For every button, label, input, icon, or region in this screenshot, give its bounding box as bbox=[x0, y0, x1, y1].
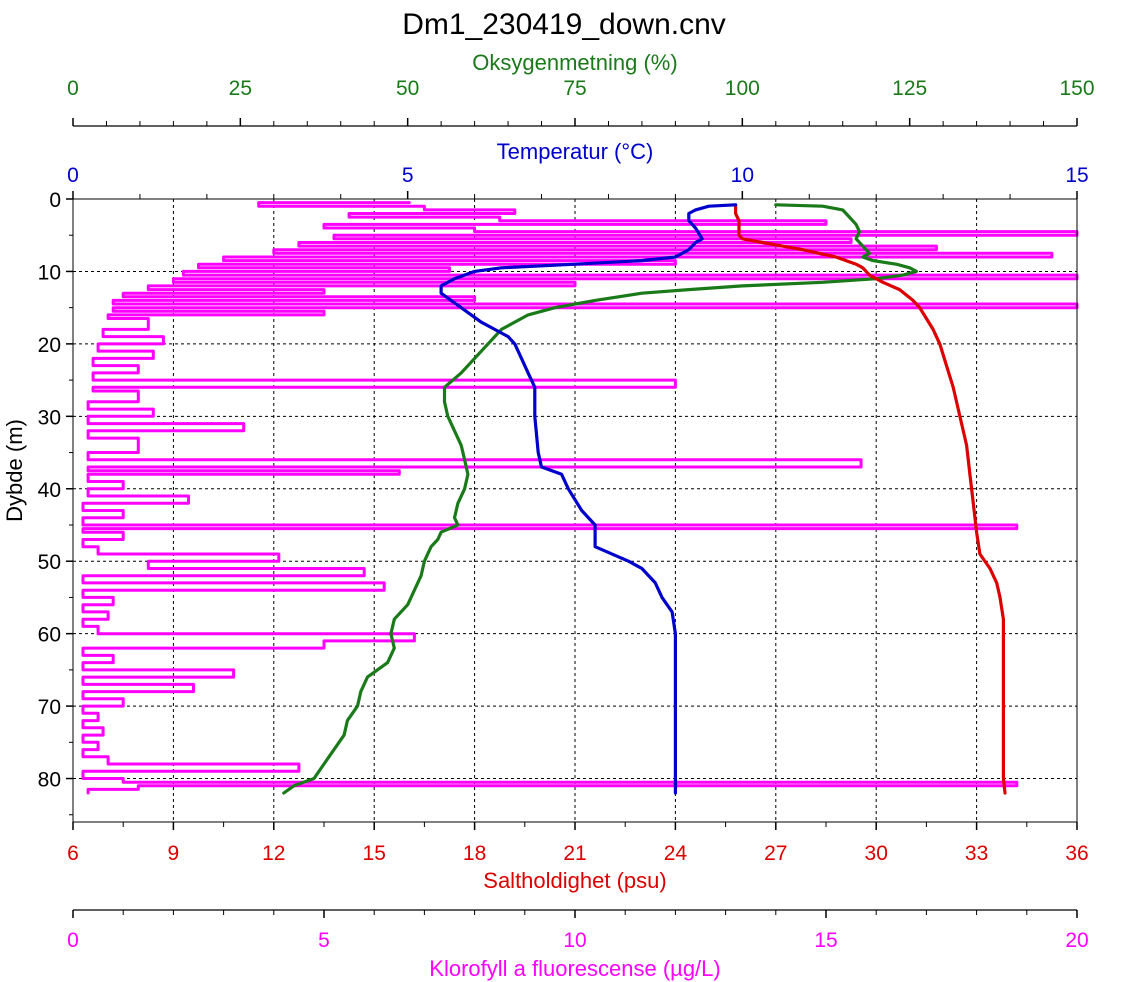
series-layer bbox=[81, 201, 1079, 795]
y-tick-label: 50 bbox=[38, 551, 61, 574]
temperature-tick-label: 10 bbox=[731, 164, 754, 187]
salinity-tick-label: 21 bbox=[563, 842, 586, 865]
chlorophyll-axis-label: Klorofyll a fluorescense (µg/L) bbox=[429, 956, 720, 981]
temperature-tick-label: 15 bbox=[1065, 164, 1088, 187]
y-tick-label: 40 bbox=[38, 479, 61, 502]
oxygen-tick-label: 25 bbox=[229, 77, 252, 100]
salinity-series-line bbox=[734, 203, 1007, 795]
chart-title: Dm1_230419_down.cnv bbox=[402, 8, 726, 41]
salinity-axis-label: Saltholdighet (psu) bbox=[483, 868, 666, 893]
temperature-tick-label: 5 bbox=[402, 164, 414, 187]
oxygen-axis-label: Oksygenmetning (%) bbox=[472, 50, 677, 75]
salinity-tick-label: 15 bbox=[363, 842, 386, 865]
oxygen-series-line bbox=[282, 203, 918, 795]
salinity-tick-label: 36 bbox=[1065, 842, 1088, 865]
chlorophyll-tick-label: 15 bbox=[814, 929, 837, 952]
chlorophyll-tick-label: 20 bbox=[1065, 929, 1088, 952]
y-tick-label: 10 bbox=[38, 261, 61, 284]
chlorophyll-series-line bbox=[81, 201, 1079, 795]
y-tick-label: 80 bbox=[38, 769, 61, 792]
y-tick-label: 20 bbox=[38, 334, 61, 357]
salinity-tick-label: 12 bbox=[262, 842, 285, 865]
y-tick-label: 70 bbox=[38, 696, 61, 719]
y-tick-label: 0 bbox=[49, 189, 61, 212]
y-tick-label: 60 bbox=[38, 624, 61, 647]
oxygen-tick-label: 150 bbox=[1059, 77, 1094, 100]
oxygen-tick-label: 0 bbox=[67, 77, 79, 100]
temperature-axis-label: Temperatur (°C) bbox=[497, 139, 654, 164]
oxygen-tick-label: 50 bbox=[396, 77, 419, 100]
chlorophyll-tick-label: 10 bbox=[563, 929, 586, 952]
salinity-tick-label: 18 bbox=[463, 842, 486, 865]
oxygen-tick-label: 100 bbox=[725, 77, 760, 100]
salinity-tick-label: 9 bbox=[168, 842, 180, 865]
chlorophyll-tick-label: 5 bbox=[318, 929, 330, 952]
temperature-series-line bbox=[439, 203, 738, 795]
y-axis-label: Dybde (m) bbox=[2, 419, 27, 522]
salinity-tick-label: 6 bbox=[67, 842, 79, 865]
salinity-tick-label: 27 bbox=[764, 842, 787, 865]
salinity-tick-label: 24 bbox=[664, 842, 688, 865]
temperature-tick-label: 0 bbox=[67, 164, 79, 187]
y-tick-label: 30 bbox=[38, 406, 61, 429]
oxygen-tick-label: 125 bbox=[892, 77, 927, 100]
chlorophyll-tick-label: 0 bbox=[67, 929, 79, 952]
oxygen-tick-label: 75 bbox=[563, 77, 586, 100]
salinity-tick-label: 30 bbox=[865, 842, 888, 865]
salinity-tick-label: 33 bbox=[965, 842, 988, 865]
